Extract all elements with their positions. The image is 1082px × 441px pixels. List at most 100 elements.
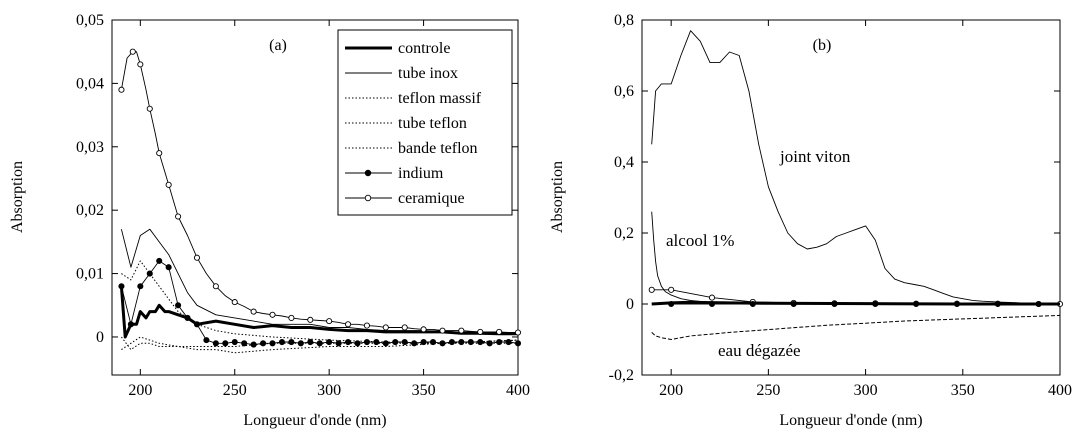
panel-b-point-indium (791, 301, 796, 306)
panel-a-point-indium (175, 303, 180, 308)
panel-a-point-indium (412, 341, 417, 346)
x-tick-label: 300 (854, 382, 878, 399)
panel-a-point-indium (506, 339, 511, 344)
panel-a-point-indium (232, 339, 237, 344)
panel-b-plot-frame (642, 20, 1060, 375)
panel-a-point-indium (402, 339, 407, 344)
panel-b-y-axis-title: Absorption (549, 161, 566, 233)
panel-a-point-indium (270, 341, 275, 346)
y-tick-label: 0,05 (76, 12, 104, 29)
x-tick-label: 250 (756, 382, 780, 399)
panel-a-point-indium (421, 339, 426, 344)
panel-a-point-ceramique (147, 106, 152, 111)
legend-label-indium: indium (398, 165, 444, 182)
panel-b-axis-ticks: 200 250 300 350 400 -0,2 0 0,2 0,4 0,6 0,8 (609, 12, 1072, 399)
panel-a-point-indium (393, 339, 398, 344)
panel-b-x-axis-title: Longueur d'onde (nm) (779, 412, 922, 429)
panel-a-point-indium (468, 339, 473, 344)
panel-a-y-axis-title: Absorption (9, 161, 26, 233)
x-tick-label: 400 (1048, 382, 1072, 399)
panel-a-series-controle (121, 286, 518, 337)
panel-b-point-ceramique (649, 287, 654, 292)
x-tick-label: 400 (506, 382, 530, 399)
panel-a-point-indium (128, 322, 133, 327)
panel-a-point-indium (487, 341, 492, 346)
y-tick-label: 0,4 (614, 154, 634, 171)
panel-b-series-joint-viton (652, 31, 1060, 304)
panel-a-point-ceramique (251, 309, 256, 314)
x-tick-label: 300 (317, 382, 341, 399)
panel-a-point-indium (204, 338, 209, 343)
panel-a-point-ceramique (157, 151, 162, 156)
y-tick-label: 0,8 (614, 12, 634, 29)
panel-a-point-indium (194, 322, 199, 327)
panel-b-point-indium (709, 301, 714, 306)
panel-a-point-ceramique (175, 214, 180, 219)
panel-b-point-indium (873, 301, 878, 306)
panel-a-point-indium (383, 341, 388, 346)
y-tick-label: 0,6 (614, 83, 634, 100)
panel-a-point-indium (478, 339, 483, 344)
annotation-alcool: alcool 1% (666, 231, 734, 250)
panel-b-point-indium (914, 301, 919, 306)
panel-a-point-ceramique (402, 325, 407, 330)
panel-a-point-indium (138, 284, 143, 289)
panel-a-point-ceramique (440, 328, 445, 333)
panel-a-point-indium (327, 339, 332, 344)
panel-b-series-alcool-1 (652, 212, 1060, 304)
legend-label-bande-teflon: bande teflon (398, 140, 478, 157)
panel-a-point-indium (364, 339, 369, 344)
panel-a-point-indium (317, 341, 322, 346)
panel-a-point-ceramique (459, 328, 464, 333)
panel-b-point-indium (995, 301, 1000, 306)
y-tick-label: 0 (96, 329, 104, 346)
panel-a-point-ceramique (327, 319, 332, 324)
y-tick-label: 0,04 (76, 75, 104, 92)
panel-b-series-eau-degazee (652, 315, 1060, 339)
panel-a-point-ceramique (421, 327, 426, 332)
panel-a-point-ceramique (119, 87, 124, 92)
panel-a-point-ceramique (232, 299, 237, 304)
panel-a-point-indium (251, 342, 256, 347)
legend-label-ceramique: ceramique (398, 190, 465, 207)
panel-a-point-indium (157, 258, 162, 263)
legend-label-controle: controle (398, 40, 450, 57)
panel-a-point-indium (213, 341, 218, 346)
panel-b-point-ceramique (709, 295, 714, 300)
panel-a-point-indium (279, 339, 284, 344)
panel-a-point-ceramique (345, 322, 350, 327)
y-tick-label: 0,02 (76, 202, 104, 219)
panel-a-point-ceramique (194, 255, 199, 260)
legend-label-teflon-massif: teflon massif (398, 90, 482, 107)
panel-b-point-ceramique (669, 287, 674, 292)
panel-a-point-ceramique (130, 49, 135, 54)
x-tick-label: 350 (412, 382, 436, 399)
panel-a-point-ceramique (478, 329, 483, 334)
y-tick-label: 0 (626, 296, 634, 313)
panel-b-point-indium (1036, 301, 1041, 306)
panel-a-point-ceramique (308, 317, 313, 322)
y-tick-label: 0,03 (76, 139, 104, 156)
panel-a-point-indium (497, 339, 502, 344)
legend-label-tube-teflon: tube teflon (398, 115, 467, 132)
panel-a-point-indium (260, 341, 265, 346)
panel-a-point-indium (336, 341, 341, 346)
panel-b-chart: 200 250 300 350 400 -0,2 0 0,2 0,4 0,6 0,8 (b) Lon… (549, 12, 1072, 429)
panel-a-point-ceramique (497, 329, 502, 334)
panel-b-point-indium (669, 301, 674, 306)
panel-a-point-indium (515, 341, 520, 346)
panel-a-chart: 200 250 300 350 40000,010,020,030,040,05 (a)… (9, 12, 530, 429)
panel-a-legend: controle tube inox teflon massif tube teflo… (338, 30, 512, 215)
panel-b-point-indium (832, 301, 837, 306)
x-tick-label: 200 (128, 382, 152, 399)
panel-a-point-indium (147, 271, 152, 276)
panel-a-point-indium (185, 315, 190, 320)
panel-a-point-indium (298, 341, 303, 346)
annotation-eau-degazee: eau dégazée (718, 341, 801, 360)
panel-a-point-ceramique (138, 62, 143, 67)
panel-a-x-axis-title: Longueur d'onde (nm) (243, 412, 386, 429)
panel-a-point-ceramique (515, 330, 520, 335)
panel-b-point-indium (750, 301, 755, 306)
x-tick-label: 350 (951, 382, 975, 399)
y-tick-label: 0,2 (614, 225, 634, 242)
